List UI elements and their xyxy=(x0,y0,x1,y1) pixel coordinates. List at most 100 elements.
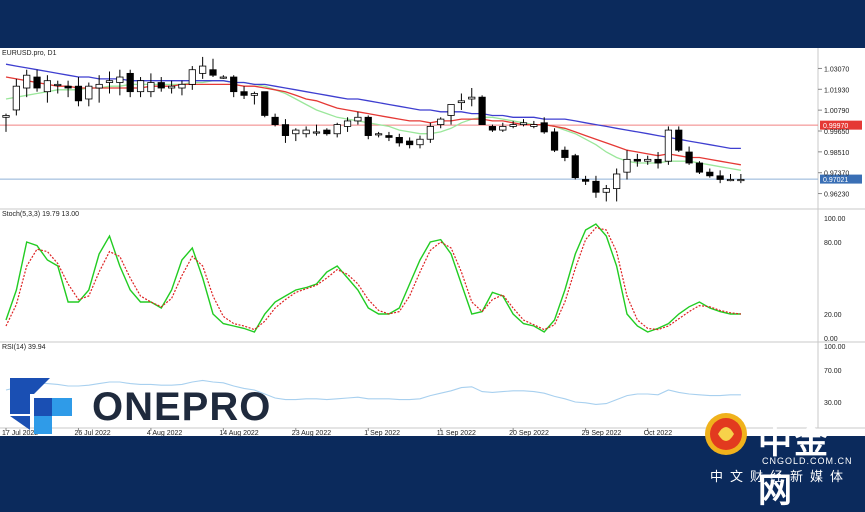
price-label: 0.97021 xyxy=(823,177,848,184)
candle-body xyxy=(95,83,103,89)
stoch-tick-label: 100.00 xyxy=(824,216,846,223)
candle-body xyxy=(323,129,331,135)
candle-body xyxy=(209,69,217,76)
chart-panel: EURUSD.pro, D1 Stoch(5,3,3) 19.79 13.00 … xyxy=(0,48,865,437)
moving-averages xyxy=(5,63,742,171)
x-tick-label: 14 Aug 2022 xyxy=(219,430,258,436)
candle-body xyxy=(64,85,72,89)
candle-body xyxy=(561,149,569,158)
cngold-url: CNGOLD.COM.CN xyxy=(762,456,853,466)
candle-body xyxy=(250,93,258,96)
candle-body xyxy=(354,116,362,122)
candle-body xyxy=(447,104,455,116)
candle-body xyxy=(167,85,176,89)
cngold-slogan: 中文财经新媒体 xyxy=(710,470,851,485)
candle-body xyxy=(85,85,93,100)
candle-body xyxy=(395,137,403,144)
onepro-logo: ONEPRO xyxy=(6,370,276,443)
chart-svg: EURUSD.pro, D1 Stoch(5,3,3) 19.79 13.00 … xyxy=(0,48,865,437)
stochastic-lines xyxy=(5,223,741,333)
candle-body xyxy=(147,82,155,93)
stoch-tick-label: 0.00 xyxy=(824,336,838,343)
x-axis: 17 Jul 2022 26 Jul 2022 4 Aug 2022 14 Aug 2… xyxy=(2,428,673,437)
y-axis: 0.99970 0.97021 1.03070 1.01930 1.00790 0.996… xyxy=(818,66,862,407)
candle-body xyxy=(457,100,466,104)
candle-body xyxy=(685,151,693,164)
candle-body xyxy=(33,76,41,89)
candle-body xyxy=(437,118,445,125)
candle-body xyxy=(488,126,497,131)
candle-body xyxy=(219,76,227,79)
y-tick-label: 0.99650 xyxy=(824,129,849,136)
y-tick-label: 1.00790 xyxy=(824,108,849,115)
candle-body xyxy=(54,83,62,86)
candle-body xyxy=(550,131,559,151)
onepro-logo-text: ONEPRO xyxy=(92,385,271,429)
candle-body xyxy=(416,138,424,146)
candle-body xyxy=(105,80,114,83)
candle-body xyxy=(582,179,590,182)
candle-body xyxy=(157,82,165,89)
price-label-box xyxy=(820,120,862,130)
candle-body xyxy=(2,115,10,118)
price-panel-title: EURUSD.pro, D1 xyxy=(2,50,57,57)
rsi-tick-label: 70.00 xyxy=(824,368,842,375)
x-tick-label: 20 Sep 2022 xyxy=(509,430,549,436)
ma-mid-line xyxy=(5,76,742,166)
candle-body xyxy=(406,140,414,146)
candle-body xyxy=(374,133,383,136)
candle-body xyxy=(716,175,724,180)
x-tick-label: 11 Sep 2022 xyxy=(437,430,476,436)
candle-body xyxy=(602,188,610,193)
y-tick-label: 0.96230 xyxy=(824,192,849,199)
x-tick-label: 23 Aug 2022 xyxy=(292,430,331,436)
panel-frame xyxy=(0,48,865,429)
y-tick-label: 0.97370 xyxy=(824,171,849,178)
rsi-tick-label: 100.00 xyxy=(824,344,846,351)
candle-body xyxy=(540,122,548,133)
onepro-mark-icon xyxy=(10,378,72,434)
candle-body xyxy=(312,131,321,134)
price-label-box xyxy=(820,174,862,184)
candle-body xyxy=(726,179,735,182)
candle-body xyxy=(623,158,631,173)
y-tick-label: 1.03070 xyxy=(824,66,849,73)
x-tick-label: Oct 2022 xyxy=(644,430,673,436)
candle-body xyxy=(271,116,279,125)
x-tick-label: 17 Jul 2022 xyxy=(2,430,38,436)
candlesticks xyxy=(2,56,745,202)
candle-body xyxy=(706,171,714,177)
stoch-panel-title: Stoch(5,3,3) 19.79 13.00 xyxy=(2,211,79,218)
candle-body xyxy=(136,80,145,93)
stoch-signal-line xyxy=(5,226,741,331)
rsi-tick-label: 30.00 xyxy=(824,400,842,407)
candle-body xyxy=(737,179,745,182)
x-tick-label: 4 Aug 2022 xyxy=(147,430,183,436)
candle-body xyxy=(592,180,600,193)
candle-body xyxy=(675,129,683,151)
rsi-line xyxy=(5,379,741,405)
candle-body xyxy=(519,122,528,125)
rsi-line xyxy=(5,379,741,405)
candle-body xyxy=(188,69,196,85)
candle-body xyxy=(126,72,134,93)
candle-body xyxy=(499,126,507,131)
candle-body xyxy=(43,80,52,93)
price-level-lines xyxy=(0,124,818,180)
stoch-tick-label: 80.00 xyxy=(824,240,842,247)
candle-body xyxy=(333,124,341,135)
stoch-tick-label: 20.00 xyxy=(824,312,842,319)
candle-body xyxy=(654,158,662,164)
candle-body xyxy=(613,173,621,190)
candle-body xyxy=(178,83,186,89)
rsi-panel-title: RSI(14) 39.94 xyxy=(2,344,46,351)
x-tick-label: 29 Sep 2022 xyxy=(582,430,622,436)
candle-body xyxy=(199,65,207,74)
cngold-emblem-icon xyxy=(705,413,747,455)
candle-body xyxy=(23,74,31,89)
x-tick-label: 26 Jul 2022 xyxy=(74,430,110,436)
candle-body xyxy=(302,129,310,135)
price-label: 0.99970 xyxy=(823,123,848,130)
candle-body xyxy=(240,91,248,96)
candle-body xyxy=(281,124,290,136)
